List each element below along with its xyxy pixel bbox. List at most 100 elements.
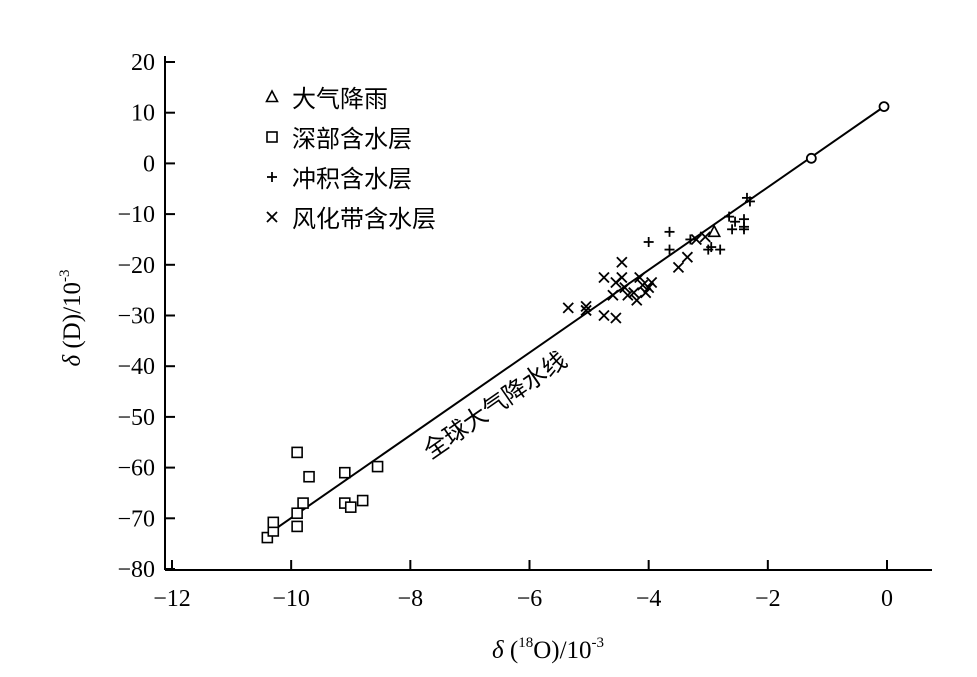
series-triangle xyxy=(707,224,722,238)
legend-label: 大气降雨 xyxy=(292,85,388,113)
y-tick-label: −20 xyxy=(117,253,155,279)
line-label: 全球大气降水线 xyxy=(418,346,572,465)
data-point xyxy=(619,281,631,294)
cross-marker-b xyxy=(562,302,574,314)
data-point xyxy=(338,466,351,479)
square-marker xyxy=(344,501,357,513)
cross-marker-b xyxy=(643,281,655,294)
square-marker xyxy=(291,507,303,520)
cross-marker-b xyxy=(616,271,628,284)
square-marker xyxy=(356,494,369,507)
legend-item: 大气降雨 xyxy=(265,85,388,113)
triangle-marker xyxy=(265,89,279,103)
cross-marker-b xyxy=(672,261,685,273)
legend-label: 风化带含水层 xyxy=(292,205,436,233)
square-marker xyxy=(371,460,384,473)
y-tick-label: −50 xyxy=(117,405,155,431)
square-marker xyxy=(291,446,303,459)
legend-marker xyxy=(267,172,277,182)
data-point xyxy=(646,276,658,289)
x-tick-label: −10 xyxy=(272,586,310,612)
y-tick-label: −60 xyxy=(117,456,155,482)
legend-marker xyxy=(265,89,279,103)
data-point xyxy=(622,289,634,301)
data-point xyxy=(681,251,694,263)
cross-marker-b xyxy=(631,294,643,306)
series-cross xyxy=(562,231,711,324)
legend-item: 风化带含水层 xyxy=(266,205,436,233)
data-point xyxy=(664,226,675,237)
legend-item: 深部含水层 xyxy=(266,125,412,153)
data-point xyxy=(291,446,303,459)
x-tick-label: −8 xyxy=(398,586,424,612)
data-point xyxy=(607,289,619,301)
cross-marker-b xyxy=(619,281,631,294)
cross-marker-b xyxy=(266,211,278,223)
y-tick-label: −80 xyxy=(117,557,155,583)
data-point xyxy=(356,494,369,507)
data-point xyxy=(628,287,640,299)
cross-marker-b xyxy=(681,251,694,263)
data-point xyxy=(724,211,735,222)
data-point xyxy=(643,236,654,247)
data-point xyxy=(580,304,592,317)
data-point xyxy=(727,224,738,235)
cross-marker-b xyxy=(598,271,610,284)
data-point xyxy=(640,287,652,299)
cross-marker-b xyxy=(690,233,702,246)
cross-marker-b xyxy=(598,309,610,322)
y-axis-label: δ (D)/10-3 xyxy=(57,269,86,366)
data-point xyxy=(741,192,752,203)
square-marker xyxy=(338,466,351,479)
data-point xyxy=(715,244,726,255)
x-tick-label: −4 xyxy=(636,586,662,612)
data-point xyxy=(631,294,643,306)
y-tick-label: −30 xyxy=(117,304,155,330)
legend-marker xyxy=(266,131,278,143)
cross-marker-b xyxy=(622,289,634,301)
line-endpoint-marker xyxy=(878,101,890,113)
data-point xyxy=(610,312,622,324)
square-marker xyxy=(266,131,278,143)
cross-marker-b xyxy=(628,287,640,299)
data-point xyxy=(739,224,749,235)
data-point xyxy=(616,256,628,268)
data-point xyxy=(664,244,675,255)
cross-marker-b xyxy=(640,287,652,299)
data-point xyxy=(291,507,303,520)
data-point xyxy=(690,233,702,246)
data-point xyxy=(291,520,303,533)
x-tick-label: 0 xyxy=(881,586,893,612)
square-marker xyxy=(297,497,309,509)
data-point xyxy=(672,261,685,273)
cross-marker-b xyxy=(699,231,711,243)
cross-marker-b xyxy=(580,304,592,317)
y-tick-label: 0 xyxy=(143,151,155,177)
legend-label: 深部含水层 xyxy=(292,125,412,153)
data-point xyxy=(261,531,274,544)
legend-marker xyxy=(266,211,278,223)
x-tick-label: −6 xyxy=(517,586,543,612)
data-point xyxy=(643,281,655,294)
y-tick-label: −40 xyxy=(117,354,155,380)
legend-item: 冲积含水层 xyxy=(267,165,412,193)
data-point xyxy=(562,302,574,314)
data-points xyxy=(261,192,755,544)
cross-marker-b xyxy=(610,312,622,324)
y-tick-label: −70 xyxy=(117,506,155,532)
data-point xyxy=(580,300,592,313)
y-tick-label: 20 xyxy=(131,50,155,76)
global-meteoric-water-line xyxy=(266,105,885,536)
data-point xyxy=(371,460,384,473)
cross-marker-b xyxy=(616,256,628,268)
cross-marker-b xyxy=(646,276,658,289)
data-point xyxy=(730,216,741,227)
cross-marker-b xyxy=(637,279,649,291)
data-point xyxy=(267,516,280,529)
data-point xyxy=(637,279,649,291)
series-square xyxy=(261,446,384,544)
data-point xyxy=(634,271,646,284)
